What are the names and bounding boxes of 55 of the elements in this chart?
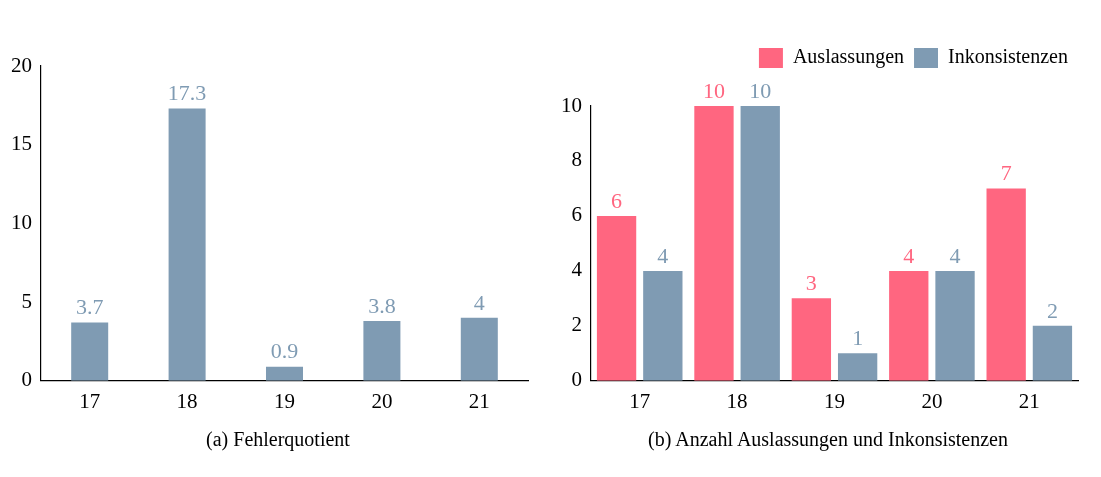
- bar: [694, 106, 734, 381]
- bar: [740, 106, 780, 381]
- x-tick-label: 19: [274, 388, 295, 413]
- data-label: 6: [611, 187, 623, 213]
- data-label: 10: [749, 77, 772, 103]
- data-label: 4: [657, 242, 669, 268]
- bar: [791, 298, 832, 381]
- text: (a) Fehlerquotient: [205, 428, 351, 451]
- x-tick-label: 18: [726, 388, 748, 413]
- bar: [643, 270, 683, 381]
- x-tick-label: 17: [79, 388, 101, 413]
- y-tick-label: 20: [11, 52, 32, 77]
- x-tick-label: 18: [176, 388, 198, 413]
- bar: [363, 320, 401, 381]
- data-label: 3: [805, 270, 817, 296]
- y-tick-label: 10: [11, 209, 32, 234]
- y-tick-label: 2: [571, 312, 582, 337]
- y-tick-label: 10: [561, 92, 582, 117]
- bar: [460, 317, 498, 381]
- bar: [935, 270, 975, 381]
- bar: [837, 353, 878, 381]
- bar: [889, 270, 929, 381]
- data-label: 7: [1000, 160, 1012, 186]
- data-label: 0.9: [270, 338, 299, 364]
- x-tick-label: 21: [468, 388, 490, 413]
- y-tick-label: 4: [571, 257, 583, 282]
- data-label: 10: [702, 77, 725, 103]
- bar: [71, 322, 109, 381]
- x-tick-label: 17: [629, 388, 651, 413]
- data-label: 2: [1046, 297, 1058, 323]
- y-tick-label: 8: [571, 147, 582, 172]
- data-label: 4: [473, 289, 485, 315]
- data-label: 3.7: [75, 294, 104, 320]
- data-label: 1: [852, 325, 864, 351]
- data-label: 17.3: [167, 80, 207, 106]
- bar: [1032, 325, 1073, 381]
- data-label: 4: [949, 242, 961, 268]
- y-tick-label: 6: [571, 202, 582, 227]
- y-tick-label: 5: [21, 288, 32, 313]
- bar: [986, 188, 1026, 381]
- bar: [596, 215, 637, 381]
- bar: [168, 108, 206, 381]
- data-label: 4: [903, 242, 915, 268]
- data-label: 3.8: [368, 292, 396, 318]
- y-tick-label: 0: [571, 367, 582, 392]
- text: (b) Anzahl Auslassungen und Inkonsistenzen: [647, 428, 1009, 451]
- x-tick-label: 20: [371, 388, 393, 413]
- y-tick-label: 15: [11, 131, 32, 156]
- legend-label: Inkonsistenzen: [948, 45, 1069, 68]
- x-tick-label: 21: [1018, 388, 1040, 413]
- bar: [265, 366, 304, 381]
- x-tick-label: 20: [921, 388, 943, 413]
- y-tick-label: 0: [21, 367, 32, 392]
- legend-label: Auslassungen: [792, 45, 905, 69]
- x-tick-label: 19: [824, 388, 845, 413]
